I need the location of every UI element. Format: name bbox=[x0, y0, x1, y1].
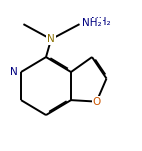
Text: NH₂: NH₂ bbox=[82, 18, 102, 28]
Text: O: O bbox=[92, 97, 101, 107]
Text: NH₂: NH₂ bbox=[91, 17, 110, 27]
Text: N: N bbox=[47, 34, 55, 44]
Text: N: N bbox=[10, 67, 18, 77]
